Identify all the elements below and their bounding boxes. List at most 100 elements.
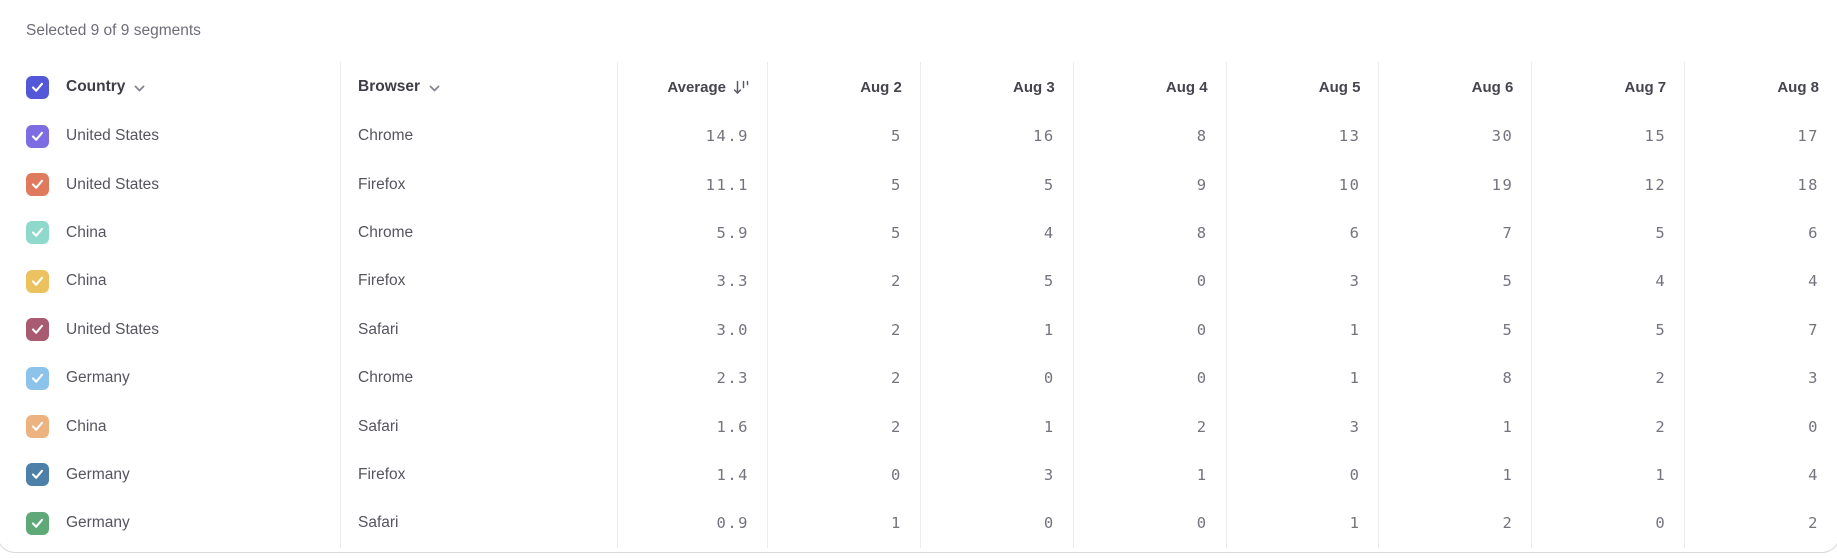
- cell-value: 1: [1531, 450, 1684, 500]
- date-column-header[interactable]: Aug 3: [919, 62, 1073, 112]
- browser-label: Firefox: [358, 465, 406, 483]
- cell-value: 3: [1225, 257, 1379, 306]
- cell-value: 8: [1378, 353, 1531, 403]
- cell-value: 1: [1072, 450, 1226, 500]
- cell-value: 1: [1225, 499, 1379, 548]
- cell-value: 5: [1378, 257, 1531, 306]
- cell-value: 7: [1684, 305, 1837, 354]
- check-icon: [31, 131, 44, 141]
- average-header-label: Average: [667, 78, 726, 96]
- average-value: 5.9: [617, 208, 767, 258]
- average-value: 1.4: [617, 450, 767, 500]
- cell-value: 8: [1072, 112, 1226, 161]
- table-row: United States Firefox 11.1 5 5 9 10 19 1…: [0, 160, 1837, 209]
- cell-value: 4: [1531, 257, 1684, 306]
- sort-descending-icon: [733, 80, 749, 95]
- cell-value: 10: [1225, 160, 1379, 209]
- check-icon: [31, 470, 44, 480]
- browser-label: Firefox: [358, 175, 406, 193]
- cell-value: 0: [1531, 499, 1684, 548]
- table-header-row: Country Browser Average: [0, 62, 1837, 112]
- cell-value: 3: [1684, 353, 1837, 403]
- cell-value: 2: [1531, 402, 1684, 451]
- cell-value: 1: [919, 305, 1073, 354]
- cell-value: 2: [1378, 499, 1531, 548]
- browser-column-header[interactable]: Browser: [358, 78, 440, 96]
- check-icon: [31, 82, 44, 92]
- browser-label: Safari: [358, 417, 399, 435]
- cell-value: 0: [1072, 257, 1226, 306]
- cell-value: 1: [919, 402, 1073, 451]
- table-row: Germany Chrome 2.3 2 0 0 1 8 2 3: [0, 353, 1837, 403]
- cell-value: 1: [1225, 305, 1379, 354]
- check-icon: [31, 373, 44, 383]
- cell-value: 5: [767, 208, 920, 258]
- average-value: 14.9: [617, 112, 767, 161]
- cell-value: 5: [919, 257, 1073, 306]
- cell-value: 9: [1072, 160, 1226, 209]
- check-icon: [31, 276, 44, 286]
- country-label: Germany: [66, 465, 130, 483]
- country-label: United States: [66, 127, 160, 145]
- selection-status: Selected 9 of 9 segments: [26, 22, 201, 39]
- row-checkbox[interactable]: [26, 415, 49, 439]
- cell-value: 0: [919, 499, 1073, 548]
- row-checkbox[interactable]: [26, 318, 49, 342]
- cell-value: 2: [767, 305, 920, 354]
- cell-value: 12: [1531, 160, 1684, 209]
- cell-value: 1: [1225, 353, 1379, 403]
- date-column-header[interactable]: Aug 4: [1072, 62, 1226, 112]
- average-value: 0.9: [617, 499, 767, 548]
- date-column-header[interactable]: Aug 6: [1378, 62, 1531, 112]
- cell-value: 5: [1531, 208, 1684, 258]
- cell-value: 0: [1225, 450, 1379, 500]
- cell-value: 2: [767, 353, 920, 403]
- cell-value: 2: [1684, 499, 1837, 548]
- average-column-header[interactable]: Average: [617, 62, 767, 112]
- cell-value: 5: [1378, 305, 1531, 354]
- country-label: Germany: [66, 369, 130, 387]
- average-value: 3.3: [617, 257, 767, 306]
- row-checkbox[interactable]: [26, 463, 49, 487]
- cell-value: 2: [1072, 402, 1226, 451]
- country-label: United States: [66, 320, 160, 338]
- cell-value: 0: [919, 353, 1073, 403]
- cell-value: 0: [1684, 402, 1837, 451]
- check-icon: [31, 325, 44, 334]
- row-checkbox[interactable]: [26, 511, 49, 535]
- browser-label: Safari: [358, 320, 399, 338]
- date-column-header[interactable]: Aug 2: [767, 62, 920, 112]
- select-all-checkbox[interactable]: [26, 75, 49, 99]
- row-checkbox[interactable]: [26, 173, 49, 197]
- cell-value: 13: [1225, 112, 1379, 161]
- cell-value: 2: [767, 402, 920, 451]
- cell-value: 4: [1684, 450, 1837, 500]
- cell-value: 4: [919, 208, 1073, 258]
- chevron-down-icon: [134, 85, 145, 92]
- country-column-header[interactable]: Country: [66, 78, 145, 96]
- row-checkbox[interactable]: [26, 221, 49, 245]
- row-checkbox[interactable]: [26, 366, 49, 390]
- cell-value: 0: [1072, 499, 1226, 548]
- segments-table: Country Browser Average: [0, 62, 1837, 548]
- cell-value: 5: [767, 160, 920, 209]
- check-icon: [31, 228, 44, 238]
- country-header-label: Country: [66, 78, 126, 95]
- browser-label: Safari: [358, 514, 399, 532]
- cell-value: 3: [1225, 402, 1379, 451]
- cell-value: 2: [1531, 353, 1684, 403]
- browser-label: Chrome: [358, 223, 414, 241]
- cell-value: 2: [767, 257, 920, 306]
- row-checkbox[interactable]: [26, 269, 49, 293]
- date-column-header[interactable]: Aug 8: [1684, 62, 1837, 112]
- date-column-header[interactable]: Aug 5: [1225, 62, 1379, 112]
- cell-value: 1: [1378, 402, 1531, 451]
- cell-value: 30: [1378, 112, 1531, 161]
- cell-value: 5: [1531, 305, 1684, 354]
- browser-label: Chrome: [358, 369, 414, 387]
- average-value: 11.1: [617, 160, 767, 209]
- row-checkbox[interactable]: [26, 124, 49, 148]
- cell-value: 6: [1225, 208, 1379, 258]
- date-column-header[interactable]: Aug 7: [1531, 62, 1684, 112]
- cell-value: 0: [1072, 305, 1226, 354]
